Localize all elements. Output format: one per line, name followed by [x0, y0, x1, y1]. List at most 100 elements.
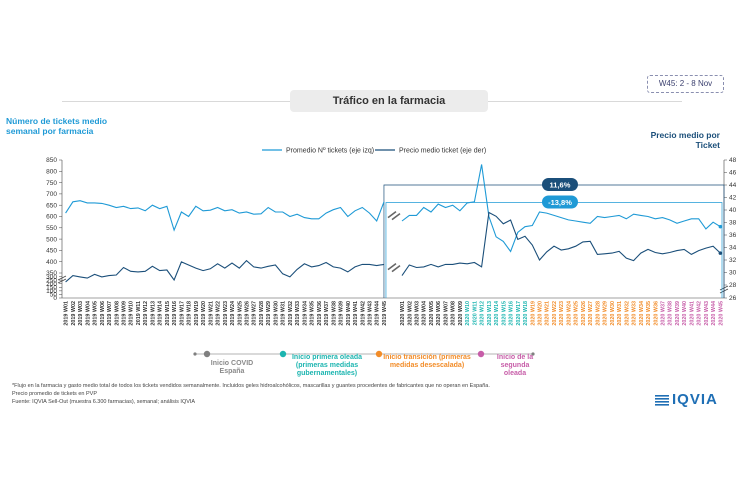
x-tick-label: 2019 W35	[310, 301, 316, 326]
x-tick-label: 2020 W36	[653, 301, 659, 326]
x-tick-label: 2019 W22	[216, 301, 222, 326]
x-tick-label: 2020 W06	[436, 301, 442, 326]
phase-marker	[375, 350, 383, 358]
x-tick-label: 2020 W17	[516, 301, 522, 326]
x-tick-label: 2019 W07	[107, 301, 113, 326]
x-tick-label: 2020 W33	[632, 301, 638, 326]
phase-label-second-wave: Inicio de la segunda oleada	[496, 354, 534, 377]
x-tick-label: 2020 W28	[595, 301, 601, 326]
x-tick-label: 2019 W14	[158, 301, 164, 326]
tickets-series-break	[387, 210, 401, 221]
x-tick-label: 2020 W03	[415, 301, 421, 326]
x-tick-label: 2020 W21	[545, 301, 551, 326]
x-tick-label: 2020 W12	[480, 301, 486, 326]
legend-price-label: Precio medio ticket (eje der)	[399, 147, 486, 154]
x-tick-label: 2019 W45	[382, 301, 388, 326]
tickets-2020-line	[401, 164, 721, 253]
x-tick-label: 2020 W14	[494, 301, 500, 326]
x-tick-label: 2020 W09	[458, 301, 464, 326]
tickets-change-badge	[541, 195, 578, 209]
x-tick-label: 2019 W11	[136, 301, 142, 325]
iqvia-logo: IQVIA	[655, 390, 735, 410]
footnotes: *Flujo en la farmacia y gasto medio tota…	[12, 382, 572, 406]
price-2020-line	[401, 211, 721, 276]
right-tick-label: 30	[729, 270, 737, 277]
left-tick-label: 750	[46, 180, 57, 187]
x-tick-label: 2019 W19	[194, 301, 200, 326]
x-tick-label: 2020 W18	[523, 301, 529, 326]
x-tick-label: 2019 W36	[317, 301, 323, 326]
left-tick-label: 700	[46, 191, 57, 198]
x-tick-label: 2020 W24	[566, 301, 572, 326]
x-tick-label: 2020 W39	[675, 301, 681, 326]
x-tick-label: 2020 W41	[689, 301, 695, 326]
x-tick-label: 2020 W35	[646, 301, 652, 326]
x-tick-label: 2020 W25	[574, 301, 580, 326]
left-tick-label: 100	[46, 288, 57, 295]
x-tick-label: 2019 W21	[208, 301, 214, 326]
left-tick-label: 250	[46, 277, 57, 284]
x-tick-label: 2019 W05	[93, 301, 99, 326]
x-tick-label: 2019 W31	[281, 301, 287, 326]
price-2019-line	[65, 259, 385, 283]
x-tick-label: 2019 W23	[223, 301, 229, 326]
footnote-line: *Flujo en la farmacia y gasto medio tota…	[12, 383, 490, 389]
left-tick-label: 200	[46, 281, 57, 288]
x-tick-label: 2019 W16	[172, 301, 178, 326]
x-tick-label: 2019 W28	[259, 301, 265, 326]
x-tick-label: 2019 W09	[121, 301, 127, 326]
x-tick-label: 2019 W38	[331, 301, 337, 326]
x-tick-label: 2020 W31	[617, 301, 623, 326]
x-tick-label: 2020 W13	[487, 301, 493, 326]
x-tick-label: 2020 W07	[443, 301, 449, 326]
left-axis-title: Número de tickets medio semanal por farm…	[6, 116, 108, 136]
x-tick-label: 2019 W29	[266, 301, 272, 326]
x-tick-label: 2019 W34	[302, 301, 308, 326]
price-series-break	[387, 262, 401, 273]
x-tick-label: 2019 W37	[324, 301, 330, 326]
x-tick-label: 2019 W03	[78, 301, 84, 326]
x-tick-label: 2020 W32	[624, 301, 630, 326]
x-tick-label: 2019 W42	[360, 301, 366, 326]
left-tick-label: 600	[46, 214, 57, 221]
right-tick-label: 34	[729, 245, 737, 252]
x-tick-label: 2019 W10	[129, 301, 135, 326]
x-tick-label: 2019 W26	[244, 301, 250, 326]
x-tick-label: 2020 W04	[422, 301, 428, 326]
x-tick-label: 2020 W26	[581, 301, 587, 326]
x-tick-label: 2020 W02	[407, 301, 413, 326]
x-tick-label: 2019 W04	[85, 301, 91, 326]
right-tick-label: 40	[729, 207, 737, 214]
left-tick-label: 850	[46, 157, 57, 164]
phase-label-first-wave: Inicio primera oleada (primeras medidas …	[291, 354, 363, 377]
phase-marker	[193, 352, 197, 356]
right-tick-label: 36	[729, 232, 737, 239]
left-tick-label: 300	[46, 274, 57, 281]
x-tick-label: 2019 W20	[201, 301, 207, 326]
x-tick-label: 2019 W41	[353, 301, 359, 326]
x-tick-label: 2019 W17	[179, 301, 185, 326]
phase-label-transition: Inicio transición (primeras medidas dese…	[383, 354, 471, 369]
price-change-badge	[541, 178, 578, 191]
x-tick-label: 2020 W10	[465, 301, 471, 326]
x-tick-label: 2020 W45	[718, 301, 724, 326]
week-badge: W45: 2 - 8 Nov	[647, 75, 724, 93]
phase-marker	[203, 350, 211, 358]
right-tick-label: 44	[729, 182, 737, 189]
x-tick-label: 2020 W15	[501, 301, 507, 326]
x-tick-label: 2019 W24	[230, 301, 236, 326]
x-tick-label: 2020 W40	[682, 301, 688, 326]
x-tick-label: 2019 W44	[375, 301, 381, 326]
logo-text: IQVIA	[672, 391, 718, 408]
x-tick-label: 2019 W40	[346, 301, 352, 326]
footnote-line: Fuente: IQVIA Sell-Out (muestra 6.300 fa…	[12, 399, 196, 405]
left-tick-label: 400	[46, 259, 57, 266]
x-tick-label: 2019 W02	[71, 301, 77, 326]
x-tick-label: 2020 W43	[704, 301, 710, 326]
x-tick-label: 2020 W23	[559, 301, 565, 326]
x-tick-label: 2019 W12	[143, 301, 149, 326]
price-change-label: 11,6%	[550, 181, 571, 190]
x-tick-label: 2019 W01	[64, 301, 70, 326]
x-tick-label: 2020 W01	[400, 301, 406, 326]
